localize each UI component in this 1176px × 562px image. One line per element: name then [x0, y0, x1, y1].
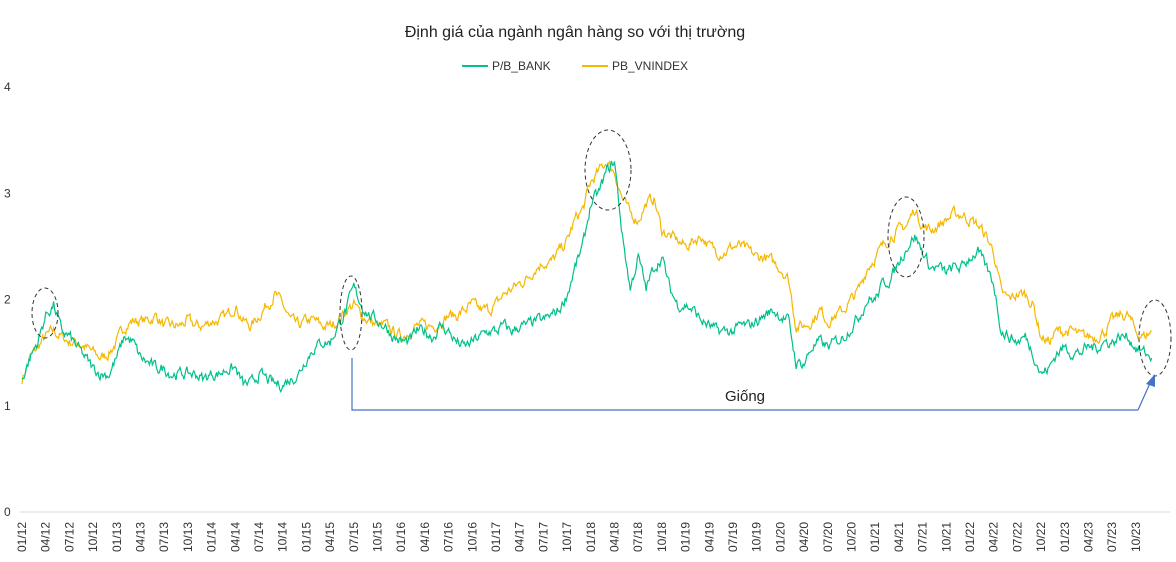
x-tick-label: 04/21 — [892, 522, 906, 552]
annotation-arrowhead-icon — [1146, 374, 1155, 387]
x-tick-label: 04/14 — [228, 522, 242, 552]
annotation-arrow-line — [1137, 380, 1152, 411]
x-tick-label: 07/21 — [916, 522, 930, 552]
x-tick-label: 10/14 — [276, 522, 290, 552]
highlight-ellipse — [31, 287, 59, 339]
x-tick-label: 10/19 — [750, 522, 764, 552]
x-tick-label: 07/13 — [157, 522, 171, 552]
x-tick-label: 10/21 — [939, 522, 953, 552]
x-tick-label: 10/13 — [181, 522, 195, 552]
x-tick-label: 10/20 — [845, 522, 859, 552]
x-tick-label: 01/23 — [1058, 522, 1072, 552]
x-tick-label: 07/22 — [1010, 522, 1024, 552]
x-tick-label: 01/12 — [15, 522, 29, 552]
legend-item-bank[interactable]: P/B_BANK — [461, 59, 551, 73]
x-tick-label: 04/20 — [797, 522, 811, 552]
x-tick-label: 07/14 — [252, 522, 266, 552]
y-tick-label: 0 — [4, 505, 11, 519]
y-tick-label: 2 — [4, 293, 11, 307]
x-tick-label: 10/15 — [371, 522, 385, 552]
x-tick-label: 01/16 — [394, 522, 408, 552]
x-tick-label: 07/20 — [821, 522, 835, 552]
x-tick-label: 10/12 — [86, 522, 100, 552]
x-tick-label: 04/17 — [513, 522, 527, 552]
x-tick-label: 01/15 — [299, 522, 313, 552]
annotation-bracket — [351, 358, 1138, 411]
legend-swatch-vnindex — [582, 65, 608, 67]
legend-swatch-bank — [461, 65, 488, 67]
x-tick-label: 07/23 — [1105, 522, 1119, 552]
x-tick-label: 07/16 — [442, 522, 456, 552]
x-tick-label: 04/22 — [987, 522, 1001, 552]
x-tick-label: 04/18 — [608, 522, 622, 552]
highlight-ellipse — [339, 275, 363, 351]
x-tick-label: 07/12 — [62, 522, 76, 552]
x-tick-label: 01/18 — [584, 522, 598, 552]
x-tick-label: 04/19 — [702, 522, 716, 552]
x-tick-label: 04/23 — [1082, 522, 1096, 552]
series-line-bank — [21, 160, 1153, 393]
x-tick-label: 07/18 — [631, 522, 645, 552]
legend-item-vnindex[interactable]: PB_VNINDEX — [582, 59, 688, 73]
x-tick-label: 01/17 — [489, 522, 503, 552]
x-tick-label: 10/22 — [1034, 522, 1048, 552]
x-tick-label: 04/12 — [39, 522, 53, 552]
y-tick-label: 4 — [4, 80, 11, 94]
x-tick-label: 01/20 — [773, 522, 787, 552]
x-tick-label: 07/17 — [536, 522, 550, 552]
y-tick-label: 1 — [4, 399, 11, 413]
x-tick-label: 01/21 — [868, 522, 882, 552]
y-tick-label: 3 — [4, 186, 11, 200]
x-tick-label: 04/15 — [323, 522, 337, 552]
legend: P/B_BANK PB_VNINDEX — [0, 56, 1150, 73]
x-tick-label: 01/19 — [679, 522, 693, 552]
chart-title: Định giá của ngành ngân hàng so với thị … — [404, 24, 746, 41]
annotation-text: Giống — [725, 388, 765, 405]
x-tick-label: 01/22 — [963, 522, 977, 552]
x-tick-label: 04/16 — [418, 522, 432, 552]
x-tick-label: 07/19 — [726, 522, 740, 552]
legend-label-bank: P/B_BANK — [491, 59, 551, 73]
x-tick-label: 01/14 — [205, 522, 219, 552]
highlight-ellipse — [1138, 299, 1172, 377]
x-tick-label: 01/13 — [110, 522, 124, 552]
highlight-ellipse — [887, 196, 925, 278]
x-tick-label: 10/18 — [655, 522, 669, 552]
x-tick-label: 10/17 — [560, 522, 574, 552]
series-line-vnindex — [21, 159, 1152, 385]
legend-label-vnindex: PB_VNINDEX — [612, 59, 689, 73]
x-tick-label: 10/23 — [1129, 522, 1143, 552]
x-tick-label: 04/13 — [134, 522, 148, 552]
x-tick-label: 07/15 — [347, 522, 361, 552]
x-tick-label: 10/16 — [465, 522, 479, 552]
highlight-ellipse — [584, 129, 632, 211]
